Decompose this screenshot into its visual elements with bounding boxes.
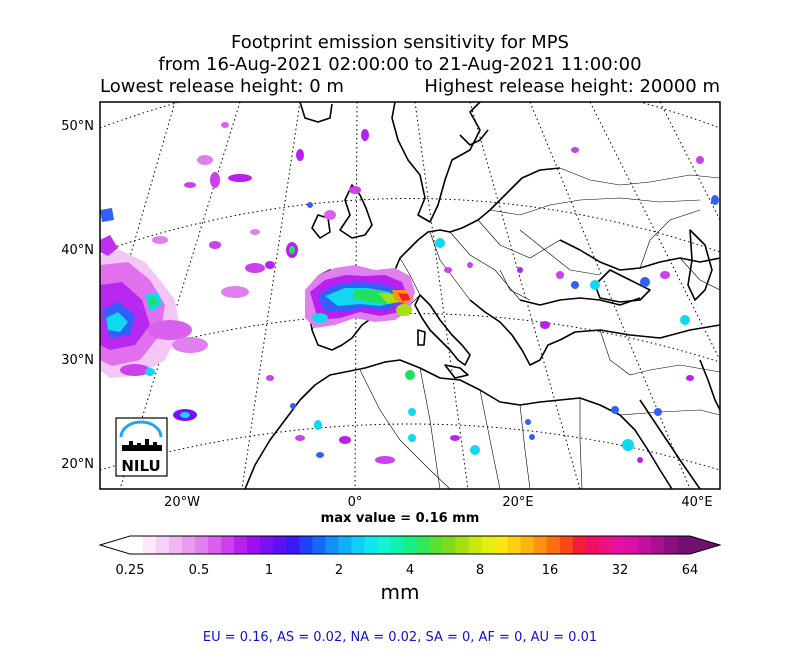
colorbar-low-arrow [100, 536, 130, 554]
lat-label-50n: 50°N [61, 119, 94, 134]
nilu-logo: NILU [115, 417, 168, 477]
colorbar-outline [98, 535, 722, 555]
logo-text: NILU [121, 457, 160, 475]
lon-label-20e: 20°E [502, 495, 533, 510]
lon-label-40e: 40°E [681, 495, 712, 510]
colorbar-high-arrow [690, 536, 720, 554]
colorbar-segment [520, 536, 535, 554]
title-line-1: Footprint emission sensitivity for MPS [231, 32, 569, 53]
colorbar-segment [429, 536, 444, 554]
colorbar-tick-8: 64 [681, 563, 699, 578]
colorbar-segment [403, 536, 418, 554]
colorbar-tick-3: 2 [334, 563, 344, 578]
colorbar-segment [143, 536, 157, 554]
colorbar-segment [481, 536, 496, 554]
colorbar-segment [546, 536, 561, 554]
sensitivity-specks [152, 122, 719, 464]
colorbar-segment [312, 536, 326, 554]
colorbar-segment [468, 536, 483, 554]
longitude-labels: 20°W 0° 20°E 40°E [164, 495, 713, 510]
colorbar-tick-4: 4 [405, 563, 415, 578]
colorbar-segment [299, 536, 313, 554]
colorbar-segment [338, 536, 352, 554]
sensitivity-field [100, 122, 719, 464]
map-content [100, 102, 720, 489]
colorbar-segment [260, 536, 274, 554]
colorbar-segment [195, 536, 209, 554]
colorbar-segment [234, 536, 248, 554]
colorbar-segment [572, 536, 587, 554]
lat-label-40n: 40°N [61, 243, 94, 258]
colorbar-segment [182, 536, 196, 554]
colorbar-segment [507, 536, 522, 554]
colorbar-segment [325, 536, 339, 554]
colorbar-segment [156, 536, 170, 554]
lat-label-30n: 30°N [61, 353, 94, 368]
colorbar-segment [611, 536, 626, 554]
lon-label-20w: 20°W [164, 495, 200, 510]
colorbar-units: mm [380, 580, 420, 604]
colorbar-segment [559, 536, 574, 554]
colorbar [98, 535, 722, 555]
colorbar-segment [221, 536, 235, 554]
colorbar-segment [286, 536, 300, 554]
colorbar-segment [169, 536, 183, 554]
colorbar-segment [416, 536, 431, 554]
region-summary: EU = 0.16, AS = 0.02, NA = 0.02, SA = 0,… [202, 630, 598, 645]
colorbar-segment [637, 536, 652, 554]
colorbar-tick-1: 0.5 [188, 563, 210, 578]
max-value-label: max value = 0.16 mm [320, 511, 480, 526]
lowest-release-height: Lowest release height: 0 m [100, 76, 344, 97]
colorbar-segment [377, 536, 392, 554]
colorbar-segment [455, 536, 470, 554]
colorbar-segment [130, 536, 144, 554]
lat-label-20n: 20°N [61, 457, 94, 472]
colorbar-tick-2: 1 [264, 563, 274, 578]
colorbar-tick-7: 32 [611, 563, 629, 578]
colorbar-segment [663, 536, 678, 554]
title-line-3: Lowest release height: 0 m Highest relea… [100, 76, 720, 98]
colorbar-segment [585, 536, 600, 554]
colorbar-tick-6: 16 [541, 563, 559, 578]
colorbar-segment [390, 536, 405, 554]
colorbar-segment [442, 536, 457, 554]
colorbar-segment [676, 536, 691, 554]
colorbar-segment [247, 536, 261, 554]
colorbar-segment [650, 536, 665, 554]
lon-label-0: 0° [348, 495, 363, 510]
latitude-labels: 50°N 40°N 30°N 20°N [61, 119, 94, 472]
colorbar-segment [364, 536, 379, 554]
map-frame [99, 101, 721, 490]
colorbar-segment [494, 536, 509, 554]
colorbar-segment [273, 536, 287, 554]
colorbar-tick-0: 0.25 [115, 563, 145, 578]
colorbar-segment [624, 536, 639, 554]
title-line-2: from 16-Aug-2021 02:00:00 to 21-Aug-2021… [158, 54, 642, 75]
colorbar-segment [351, 536, 366, 554]
colorbar-segment [208, 536, 222, 554]
colorbar-segment [598, 536, 613, 554]
highest-release-height: Highest release height: 20000 m [424, 76, 720, 97]
colorbar-tick-5: 8 [475, 563, 485, 578]
colorbar-segment [533, 536, 548, 554]
